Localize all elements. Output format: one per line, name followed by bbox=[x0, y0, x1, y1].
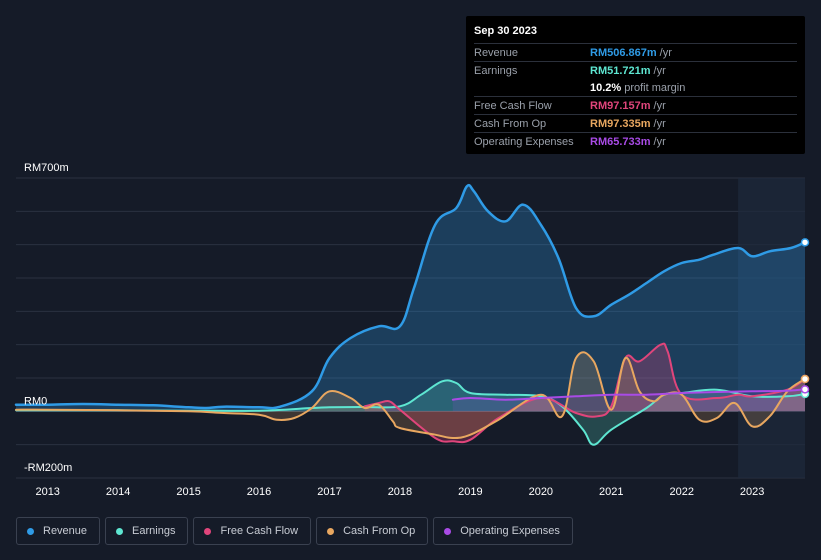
earnings-area bbox=[16, 380, 805, 445]
free-cash-flow-line[interactable] bbox=[363, 342, 806, 444]
operating-expenses-area bbox=[452, 389, 805, 412]
recent-period-highlight bbox=[738, 178, 805, 478]
x-tick-label: 2020 bbox=[529, 486, 553, 498]
legend-item-revenue[interactable]: Revenue bbox=[16, 517, 101, 545]
legend-item-operating-expenses[interactable]: Operating Expenses bbox=[433, 517, 573, 545]
tooltip-row-value: RM97.157m bbox=[590, 99, 651, 112]
tooltip-row-label: Cash From Op bbox=[474, 117, 547, 130]
legend-item-free-cash-flow[interactable]: Free Cash Flow bbox=[193, 517, 312, 545]
cash-from-op-dot-icon bbox=[327, 527, 335, 535]
cash-from-op-end-marker bbox=[800, 374, 810, 384]
tooltip-row-unit: /yr bbox=[659, 46, 672, 59]
cash-from-op-line[interactable] bbox=[15, 351, 806, 439]
revenue-dot-icon bbox=[27, 527, 34, 535]
revenue-end-marker bbox=[800, 238, 810, 247]
legend-label: Earnings bbox=[132, 525, 176, 537]
tooltip-row-value: RM65.733m bbox=[590, 135, 651, 148]
tooltip-row-label: Operating Expenses bbox=[474, 135, 574, 148]
tooltip-row: 10.2% profit margin bbox=[474, 79, 797, 96]
tooltip-row-value: RM97.335m bbox=[590, 117, 651, 130]
legend-label: Free Cash Flow bbox=[220, 525, 299, 537]
tooltip-row: Cash From Op RM97.335m/yr bbox=[474, 114, 797, 132]
legend-label: Revenue bbox=[43, 525, 88, 537]
free-cash-flow-area bbox=[364, 343, 805, 443]
tooltip-row-value: 10.2% bbox=[590, 81, 622, 94]
tooltip-row-label: Earnings bbox=[474, 64, 518, 77]
tooltip-row: Operating Expenses RM65.733m/yr bbox=[474, 132, 797, 150]
series-end-markers bbox=[800, 238, 810, 399]
tooltip-row-unit: /yr bbox=[653, 135, 666, 148]
y-axis-labels: RM700m RM0 -RM200m bbox=[24, 162, 72, 474]
operating-expenses-end-marker bbox=[800, 385, 810, 394]
legend-label: Operating Expenses bbox=[460, 525, 560, 537]
tooltip-row-unit: profit margin bbox=[624, 81, 686, 94]
tooltip-row-value: RM506.867m bbox=[590, 46, 657, 59]
operating-expenses-dot-icon bbox=[444, 527, 452, 535]
operating-expenses-line[interactable] bbox=[451, 388, 806, 401]
x-axis-labels: 2013 2014 2015 2016 2017 2018 2019 2020 2021 2022… bbox=[35, 486, 764, 498]
earnings-dot-icon bbox=[116, 527, 124, 535]
x-tick-label: 2023 bbox=[740, 486, 764, 498]
y-tick-label: RM0 bbox=[24, 395, 47, 407]
chart-legend: Revenue Earnings Free Cash Flow Cash From O… bbox=[16, 517, 573, 545]
x-tick-label: 2019 bbox=[458, 486, 482, 498]
x-tick-label: 2018 bbox=[388, 486, 412, 498]
tooltip-row: Revenue RM506.867m/yr bbox=[474, 43, 797, 61]
y-tick-label: RM700m bbox=[24, 162, 69, 174]
legend-label: Cash From Op bbox=[343, 525, 416, 537]
x-tick-label: 2021 bbox=[599, 486, 623, 498]
x-tick-label: 2016 bbox=[247, 486, 271, 498]
x-tick-label: 2017 bbox=[317, 486, 341, 498]
cash-from-op-area bbox=[16, 352, 805, 438]
tooltip-row-value: RM51.721m bbox=[590, 64, 651, 77]
free-cash-flow-dot-icon bbox=[204, 527, 212, 535]
series-areas bbox=[16, 185, 805, 445]
tooltip-row: Free Cash Flow RM97.157m/yr bbox=[474, 96, 797, 114]
x-tick-label: 2014 bbox=[106, 486, 130, 498]
tooltip-row-unit: /yr bbox=[653, 99, 666, 112]
tooltip-row-unit: /yr bbox=[653, 117, 666, 130]
series-lines bbox=[14, 183, 807, 446]
x-tick-label: 2013 bbox=[35, 486, 59, 498]
tooltip-row-unit: /yr bbox=[653, 64, 666, 77]
tooltip-row-label: Revenue bbox=[474, 46, 519, 59]
tooltip-date: Sep 30 2023 bbox=[474, 25, 537, 37]
revenue-line[interactable] bbox=[14, 183, 807, 410]
x-tick-label: 2015 bbox=[176, 486, 200, 498]
data-tooltip: Sep 30 2023 Revenue RM506.867m/yr Earnings… bbox=[466, 16, 805, 154]
y-tick-label: -RM200m bbox=[24, 462, 72, 474]
x-tick-label: 2022 bbox=[669, 486, 693, 498]
revenue-area bbox=[16, 185, 805, 412]
tooltip-row-label: Free Cash Flow bbox=[474, 99, 552, 112]
tooltip-row: Earnings RM51.721m/yr bbox=[474, 61, 797, 79]
legend-item-earnings[interactable]: Earnings bbox=[105, 517, 189, 545]
legend-item-cash-from-op[interactable]: Cash From Op bbox=[316, 517, 429, 545]
tooltip-rows: Revenue RM506.867m/yr Earnings RM51.721m/yr… bbox=[474, 43, 797, 150]
